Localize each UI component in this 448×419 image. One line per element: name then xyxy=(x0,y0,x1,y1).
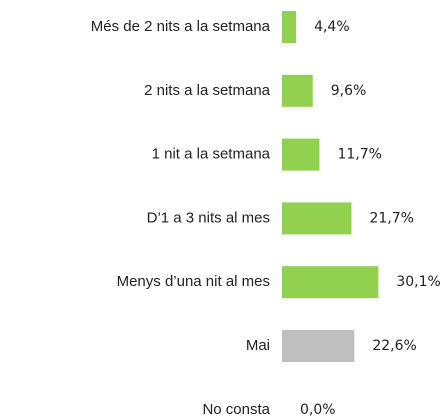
bar xyxy=(282,74,313,107)
category-label: D’1 a 3 nits al mes xyxy=(147,209,270,226)
value-label: 30,1% xyxy=(396,274,440,290)
bar xyxy=(282,11,297,43)
category-label: Mai xyxy=(246,337,270,354)
value-label: 22,6% xyxy=(372,338,416,354)
category-label: 1 nit a la setmana xyxy=(152,146,271,163)
category-label: No consta xyxy=(202,401,270,418)
value-label: 11,7% xyxy=(337,147,381,163)
value-label: 4,4% xyxy=(314,19,350,35)
category-label: Més de 2 nits a la setmana xyxy=(91,18,271,35)
bar xyxy=(282,266,379,299)
bar xyxy=(282,138,320,171)
category-label: Menys d’una nit al mes xyxy=(117,273,270,290)
value-label: 9,6% xyxy=(331,83,367,99)
value-label: 0,0% xyxy=(300,402,336,418)
category-label: 2 nits a la setmana xyxy=(144,82,271,99)
bar xyxy=(282,330,355,362)
value-label: 21,7% xyxy=(369,210,413,226)
bar xyxy=(282,202,352,235)
